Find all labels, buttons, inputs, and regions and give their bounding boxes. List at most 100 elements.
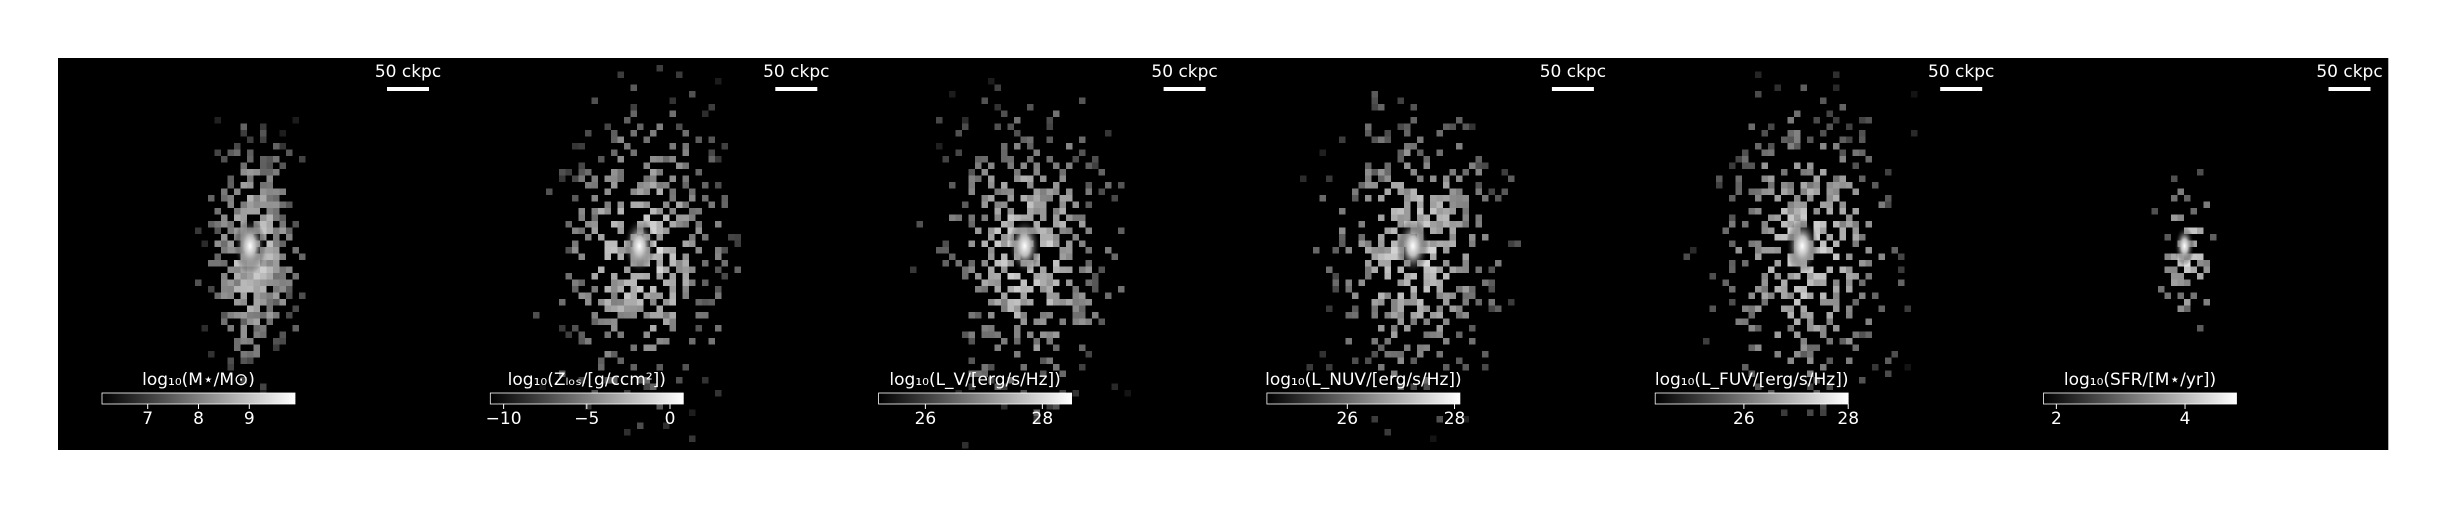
image-pixel bbox=[637, 182, 644, 189]
image-pixel bbox=[1813, 344, 1820, 351]
image-pixel bbox=[1807, 292, 1814, 299]
image-pixel bbox=[1501, 169, 1508, 176]
image-pixel bbox=[227, 247, 234, 254]
image-pixel bbox=[1020, 136, 1027, 143]
image-pixel bbox=[1833, 117, 1840, 124]
image-pixel bbox=[988, 78, 995, 85]
image-pixel bbox=[1027, 208, 1034, 215]
image-pixel bbox=[1365, 130, 1372, 137]
image-pixel bbox=[1404, 130, 1411, 137]
image-pixel bbox=[247, 201, 254, 208]
image-pixel bbox=[1833, 292, 1840, 299]
image-pixel bbox=[1059, 169, 1066, 176]
image-pixel bbox=[715, 253, 722, 260]
image-pixel bbox=[598, 266, 605, 273]
image-pixel bbox=[1072, 201, 1079, 208]
image-pixel bbox=[1391, 312, 1398, 319]
image-pixel bbox=[1384, 351, 1391, 358]
image-pixel bbox=[1352, 305, 1359, 312]
image-pixel bbox=[663, 227, 670, 234]
image-pixel bbox=[1807, 344, 1814, 351]
image-pixel bbox=[630, 130, 637, 137]
image-pixel bbox=[1852, 234, 1859, 241]
image-pixel bbox=[1807, 409, 1814, 416]
image-pixel bbox=[1007, 195, 1014, 202]
image-pixel bbox=[1404, 299, 1411, 306]
image-pixel bbox=[266, 182, 273, 189]
image-pixel bbox=[981, 240, 988, 247]
image-pixel bbox=[1066, 195, 1073, 202]
image-pixel bbox=[611, 169, 618, 176]
image-pixel bbox=[1085, 318, 1092, 325]
image-pixel bbox=[988, 234, 995, 241]
image-pixel bbox=[1904, 364, 1911, 371]
image-pixel bbox=[1072, 390, 1079, 397]
image-pixel bbox=[1319, 351, 1326, 358]
image-pixel bbox=[1800, 208, 1807, 215]
image-pixel bbox=[1865, 156, 1872, 163]
image-pixel bbox=[1859, 377, 1866, 384]
image-pixel bbox=[1014, 305, 1021, 312]
image-pixel bbox=[981, 331, 988, 338]
image-pixel bbox=[1319, 149, 1326, 156]
image-pixel bbox=[1462, 364, 1469, 371]
image-pixel bbox=[676, 221, 683, 228]
image-pixel bbox=[611, 299, 618, 306]
image-pixel bbox=[240, 331, 247, 338]
image-pixel bbox=[1007, 299, 1014, 306]
image-pixel bbox=[1066, 227, 1073, 234]
image-pixel bbox=[1794, 351, 1801, 358]
image-pixel bbox=[247, 149, 254, 156]
image-pixel bbox=[1014, 175, 1021, 182]
image-pixel bbox=[962, 331, 969, 338]
image-pixel bbox=[1014, 143, 1021, 150]
image-pixel bbox=[1391, 305, 1398, 312]
image-pixel bbox=[1488, 279, 1495, 286]
image-pixel bbox=[227, 227, 234, 234]
image-pixel bbox=[1345, 338, 1352, 345]
image-pixel bbox=[936, 143, 943, 150]
image-pixel bbox=[734, 240, 741, 247]
image-pixel bbox=[266, 273, 273, 280]
image-pixel bbox=[1404, 273, 1411, 280]
image-pixel bbox=[1001, 260, 1008, 267]
image-pixel bbox=[1755, 383, 1762, 390]
image-pixel bbox=[617, 279, 624, 286]
image-pixel bbox=[2177, 214, 2184, 221]
colorbar-tick-label: −10 bbox=[486, 409, 522, 429]
image-pixel bbox=[273, 240, 280, 247]
image-pixel bbox=[1339, 234, 1346, 241]
image-pixel bbox=[1813, 188, 1820, 195]
image-pixel bbox=[279, 130, 286, 137]
image-pixel bbox=[630, 110, 637, 117]
image-pixel bbox=[1046, 299, 1053, 306]
image-pixel bbox=[643, 188, 650, 195]
image-pixel bbox=[1046, 338, 1053, 345]
image-pixel bbox=[1443, 247, 1450, 254]
image-pixel bbox=[2171, 195, 2178, 202]
image-pixel bbox=[1397, 149, 1404, 156]
image-pixel bbox=[286, 312, 293, 319]
image-pixel bbox=[1755, 253, 1762, 260]
image-pixel bbox=[1774, 84, 1781, 91]
image-pixel bbox=[695, 208, 702, 215]
image-pixel bbox=[968, 357, 975, 364]
image-pixel bbox=[1820, 403, 1827, 410]
image-pixel bbox=[1326, 364, 1333, 371]
image-pixel bbox=[1742, 364, 1749, 371]
image-pixel bbox=[1046, 117, 1053, 124]
image-pixel bbox=[279, 273, 286, 280]
image-pixel bbox=[1742, 260, 1749, 267]
image-pixel bbox=[2177, 188, 2184, 195]
image-pixel bbox=[1469, 123, 1476, 130]
image-pixel bbox=[1423, 260, 1430, 267]
image-pixel bbox=[994, 123, 1001, 130]
image-pixel bbox=[591, 182, 598, 189]
image-pixel bbox=[1911, 91, 1918, 98]
image-pixel bbox=[988, 227, 995, 234]
image-pixel bbox=[1865, 331, 1872, 338]
image-pixel bbox=[214, 240, 221, 247]
image-pixel bbox=[702, 377, 709, 384]
image-pixel bbox=[1072, 299, 1079, 306]
